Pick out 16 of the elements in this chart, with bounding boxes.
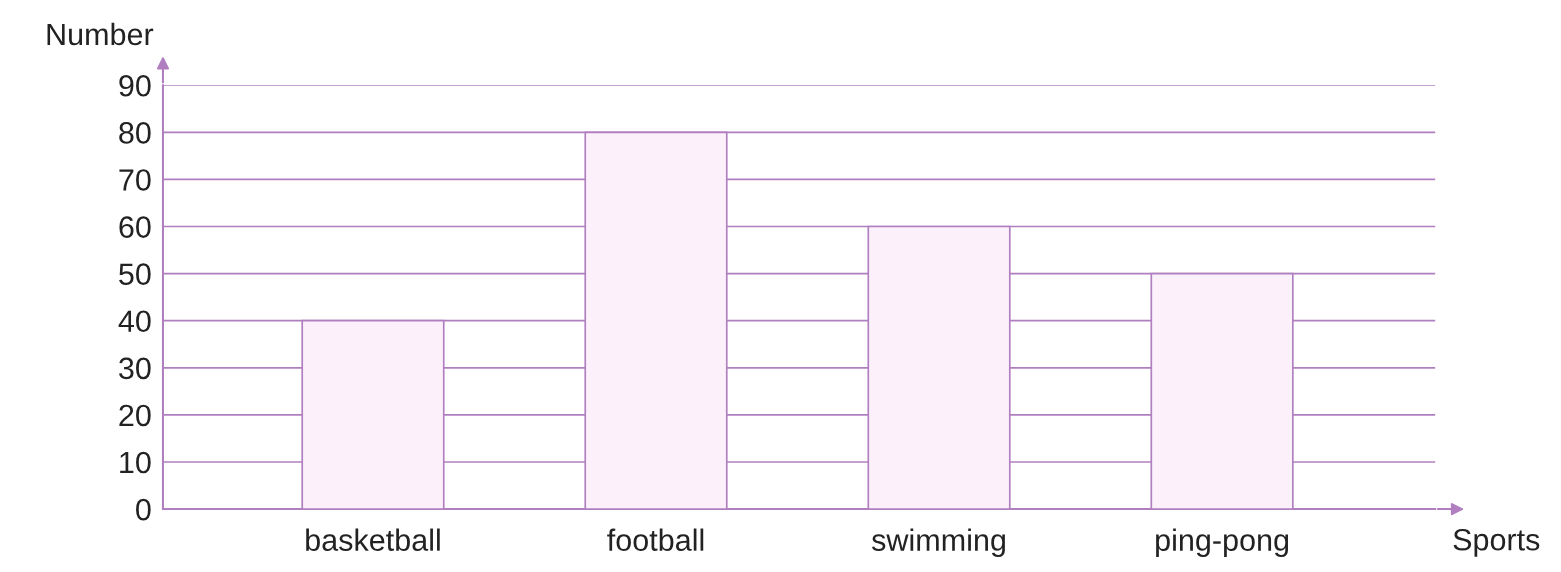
y-tick-label: 90 (119, 74, 151, 97)
y-tick-label: 0 (136, 498, 151, 521)
y-tick-label: 20 (119, 404, 151, 427)
y-tick-label: 40 (118, 310, 151, 333)
y-tick-label: 70 (119, 169, 151, 191)
y-axis-title: Number (47, 22, 154, 46)
x-tick-label: ping-pong (1156, 528, 1289, 558)
x-tick-label: football (607, 528, 704, 551)
x-axis-title: Sports (1453, 528, 1540, 557)
y-tick-label: 50 (119, 263, 151, 285)
y-tick-label: 30 (119, 357, 151, 380)
y-tick-label: 80 (119, 122, 151, 144)
x-tick-label: basketball (306, 528, 440, 551)
y-tick-label: 10 (120, 451, 151, 474)
x-tick-label: swimming (871, 528, 1005, 558)
y-tick-label: 60 (119, 216, 151, 238)
